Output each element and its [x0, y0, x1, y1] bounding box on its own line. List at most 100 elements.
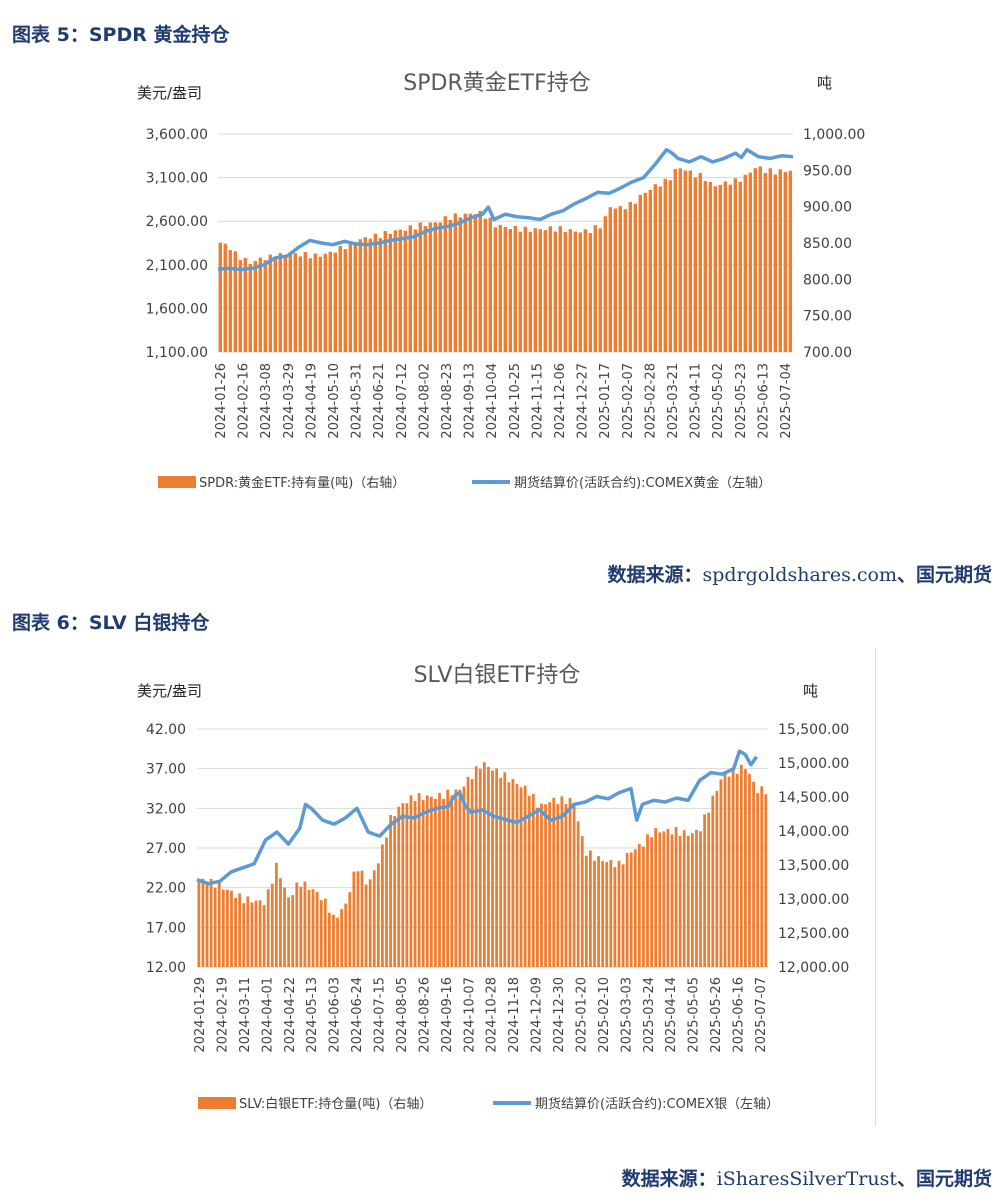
- y-tick-left: 22.00: [146, 881, 186, 897]
- bar: [383, 231, 387, 352]
- bar: [713, 186, 717, 352]
- bar: [438, 222, 442, 352]
- bar: [303, 881, 307, 967]
- bar: [523, 785, 527, 967]
- bar: [466, 776, 470, 967]
- bar: [258, 257, 262, 352]
- x-tick: 2025-04-14: [664, 977, 679, 1053]
- bar: [348, 892, 352, 967]
- x-tick: 2024-08-23: [440, 363, 455, 439]
- bar: [343, 249, 347, 352]
- x-tick: 2024-10-04: [485, 363, 500, 439]
- bar: [333, 252, 337, 352]
- x-tick: 2025-02-10: [597, 977, 612, 1053]
- y-tick-left: 3,600.00: [146, 127, 208, 143]
- bar: [278, 253, 282, 352]
- bar: [593, 225, 597, 352]
- x-tick: 2024-08-02: [417, 363, 432, 439]
- bar: [433, 222, 437, 352]
- bar: [693, 177, 697, 352]
- x-tick: 2025-02-07: [621, 363, 636, 439]
- price-line: [196, 749, 759, 886]
- bar: [758, 166, 762, 352]
- y-tick-right: 14,500.00: [778, 790, 849, 806]
- y-tick-right: 800.00: [803, 272, 852, 288]
- bar: [238, 260, 242, 352]
- x-tick: 2024-04-22: [283, 977, 298, 1053]
- bar: [393, 230, 397, 352]
- bar: [628, 202, 632, 352]
- bar: [538, 229, 542, 352]
- x-tick: 2024-08-05: [395, 977, 410, 1053]
- y-tick-right: 1,000.00: [803, 127, 865, 143]
- bar: [248, 263, 252, 352]
- bar: [268, 254, 272, 352]
- bar: [458, 217, 462, 352]
- x-tick: 2024-04-19: [304, 363, 319, 439]
- bar: [409, 795, 413, 967]
- x-tick: 2024-10-25: [508, 363, 523, 439]
- bar: [474, 766, 478, 967]
- bar: [246, 896, 250, 967]
- x-tick: 2024-05-13: [305, 977, 320, 1053]
- bar: [723, 773, 727, 967]
- y-tick-right: 850.00: [803, 236, 852, 252]
- bar: [458, 789, 462, 967]
- y-axis-left-label: 美元/盎司: [137, 682, 202, 700]
- bar: [421, 800, 425, 967]
- y-tick-left: 3,100.00: [146, 171, 208, 187]
- bar: [670, 834, 674, 967]
- x-tick: 2024-12-30: [552, 977, 567, 1053]
- bar: [733, 178, 737, 352]
- bar: [519, 787, 523, 967]
- bar: [536, 807, 539, 967]
- bar: [666, 828, 670, 967]
- bar: [637, 844, 641, 967]
- bar: [544, 804, 547, 967]
- x-tick: 2025-07-07: [754, 977, 769, 1053]
- bar: [373, 233, 377, 352]
- bar: [287, 897, 290, 967]
- x-tick: 2024-11-18: [507, 977, 522, 1053]
- bar: [580, 836, 584, 967]
- x-tick: 2024-07-12: [395, 363, 410, 439]
- bar: [233, 251, 237, 352]
- bar: [608, 207, 612, 352]
- x-tick: 2024-03-08: [259, 363, 274, 439]
- bar: [633, 203, 637, 352]
- bar: [708, 181, 712, 352]
- bar: [719, 779, 723, 967]
- x-tick: 2024-10-07: [462, 977, 477, 1053]
- y-tick-left: 12.00: [146, 960, 186, 976]
- bar: [488, 217, 492, 352]
- bar: [368, 238, 372, 352]
- x-tick: 2024-12-09: [530, 977, 545, 1053]
- y-tick-right: 14,000.00: [778, 824, 849, 840]
- x-tick: 2025-05-05: [687, 977, 702, 1053]
- bar: [778, 169, 782, 352]
- figure-caption: 图表 6：SLV 白银持仓: [12, 612, 210, 634]
- y-tick-right: 15,500.00: [778, 722, 849, 738]
- bar: [731, 767, 735, 967]
- bar: [473, 214, 477, 352]
- bar: [274, 862, 278, 967]
- x-tick: 2024-08-26: [417, 977, 432, 1053]
- legend-line-label: 期货结算价(活跃合约):COMEX银（左轴）: [535, 1096, 779, 1112]
- bar: [487, 766, 490, 967]
- bar: [723, 181, 727, 352]
- x-tick: 2025-02-28: [643, 363, 658, 439]
- x-tick: 2025-04-11: [689, 363, 704, 439]
- bar: [243, 258, 247, 352]
- bar: [378, 238, 382, 352]
- bar: [738, 181, 742, 352]
- bar: [295, 882, 299, 967]
- bar: [508, 228, 512, 352]
- bar: [299, 886, 303, 967]
- y-tick-left: 27.00: [146, 841, 186, 857]
- y-tick-right: 12,500.00: [778, 926, 849, 942]
- bar: [238, 893, 242, 967]
- bar: [527, 795, 531, 967]
- bar: [728, 184, 732, 352]
- bar: [360, 870, 364, 967]
- bar: [650, 837, 653, 967]
